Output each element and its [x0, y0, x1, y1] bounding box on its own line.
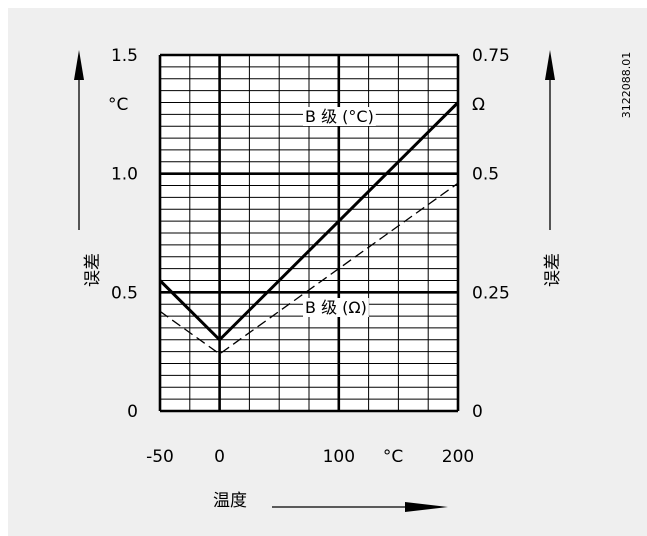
- right-tick-label: 0.5: [472, 165, 499, 185]
- right-axis-arrow-head: [545, 50, 555, 80]
- x-tick-label: 100: [323, 447, 355, 467]
- x-tick-label: 200: [442, 447, 474, 467]
- series-label-2-bg: [303, 298, 369, 317]
- right-axis-title: 误差: [543, 253, 563, 287]
- x-axis-unit: °C: [383, 447, 403, 467]
- right-tick-label: 0.25: [472, 283, 510, 303]
- left-tick-label: 1.5: [111, 46, 138, 66]
- x-tick-label: -50: [146, 447, 174, 467]
- x-axis-title: 温度: [213, 491, 247, 511]
- x-axis-arrow-head: [405, 502, 448, 512]
- right-tick-label: 0.75: [472, 46, 510, 66]
- left-axis-arrow-head: [74, 50, 84, 80]
- figure-id: 3122088.01: [620, 52, 633, 118]
- tick-labels: 0 0.5 1.0 1.5 0 0.25 0.5 0.75 -50 0 100 200: [111, 46, 510, 467]
- series-label-2: B 级 (Ω): [305, 298, 367, 317]
- series-line-1: [158, 101, 460, 342]
- left-tick-label: 0.5: [111, 283, 138, 303]
- right-tick-label: 0: [472, 402, 483, 422]
- axis-arrows: [74, 50, 555, 512]
- left-tick-label: 0: [127, 402, 138, 422]
- series-group: [158, 101, 460, 355]
- x-tick-label: 0: [214, 447, 225, 467]
- right-axis-unit: Ω: [472, 95, 485, 115]
- left-axis-unit: °C: [108, 95, 128, 115]
- series-line-2: [159, 182, 459, 355]
- series-label-1-bg: [303, 107, 376, 126]
- labels-group: °C Ω 误差 误差 温度 °C 3122088.01 B 级 (°C) B 级 …: [83, 52, 633, 511]
- left-axis-title: 误差: [83, 253, 103, 287]
- left-tick-label: 1.0: [111, 165, 138, 185]
- series-label-1: B 级 (°C): [305, 107, 374, 126]
